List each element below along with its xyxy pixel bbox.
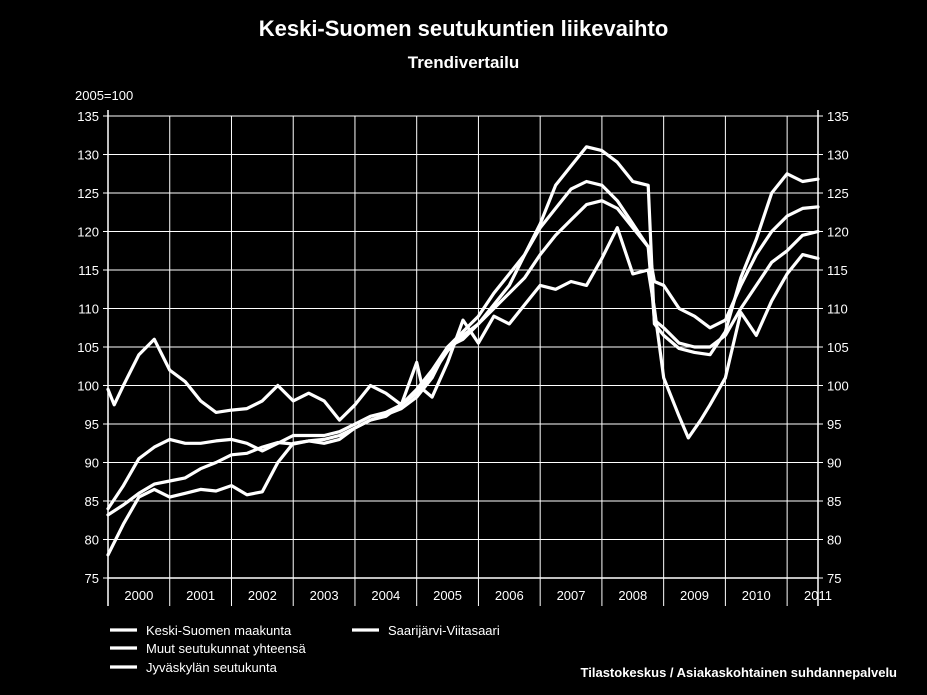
y-tick-label-left: 115 — [78, 263, 99, 278]
x-tick-label: 2000 — [124, 588, 153, 603]
series-line-3 — [106, 145, 820, 557]
y-tick-label-left: 130 — [77, 148, 99, 163]
y-tick-label-right: 100 — [827, 379, 849, 394]
y-tick-label-left: 90 — [85, 456, 99, 471]
y-tick-label-left: 95 — [85, 417, 99, 432]
series-line-2 — [106, 179, 820, 511]
legend-label: Keski-Suomen maakunta — [146, 623, 292, 638]
legend-label: Jyväskylän seutukunta — [146, 660, 278, 675]
x-tick-label: 2001 — [186, 588, 215, 603]
y-tick-label-right: 110 — [827, 302, 848, 317]
y-tick-label-right: 120 — [827, 225, 849, 240]
y-tick-label-right: 115 — [827, 263, 848, 278]
y-tick-label-right: 95 — [827, 417, 841, 432]
y-axis-unit-label: 2005=100 — [75, 88, 133, 103]
y-tick-label-left: 80 — [85, 533, 99, 548]
y-tick-label-right: 90 — [827, 456, 841, 471]
y-tick-label-left: 125 — [77, 186, 99, 201]
y-tick-label-left: 75 — [85, 571, 99, 586]
y-tick-label-right: 75 — [827, 571, 841, 586]
x-tick-label: 2009 — [680, 588, 709, 603]
y-tick-label-right: 135 — [827, 109, 849, 124]
x-tick-label: 2008 — [618, 588, 647, 603]
y-tick-label-right: 130 — [827, 148, 849, 163]
series-layer — [106, 145, 820, 557]
x-tick-label: 2011 — [804, 588, 832, 603]
x-tick-label: 2006 — [495, 588, 524, 603]
y-tick-label-left: 100 — [77, 379, 99, 394]
y-tick-label-right: 105 — [827, 340, 849, 355]
legend: Keski-Suomen maakunta Muut seutukunnat yh… — [110, 623, 500, 675]
series-line-4 — [106, 226, 820, 440]
x-tick-label: 2003 — [310, 588, 339, 603]
x-tick-label: 2010 — [742, 588, 771, 603]
y-tick-label-left: 85 — [85, 494, 99, 509]
y-tick-label-left: 110 — [78, 302, 99, 317]
x-tick-label: 2002 — [248, 588, 277, 603]
source-note: Tilastokeskus / Asiakaskohtainen suhdann… — [580, 665, 897, 680]
y-tick-label-right: 80 — [827, 533, 841, 548]
y-tick-label-left: 135 — [77, 109, 99, 124]
x-tick-label: 2004 — [371, 588, 400, 603]
y-tick-label-right: 85 — [827, 494, 841, 509]
y-tick-label-right: 125 — [827, 186, 849, 201]
y-tick-label-left: 120 — [77, 225, 99, 240]
legend-label: Muut seutukunnat yhteensä — [146, 641, 306, 656]
legend-label: Saarijärvi-Viitasaari — [388, 623, 500, 638]
series-line-1 — [106, 199, 820, 517]
chart-subtitle: Trendivertailu — [407, 53, 520, 72]
x-tick-label: 2007 — [557, 588, 586, 603]
chart-title: Keski-Suomen seutukuntien liikevaihto — [258, 16, 669, 41]
x-tick-label: 2005 — [433, 588, 462, 603]
y-tick-label-left: 105 — [77, 340, 99, 355]
axis-layer: 75 75 80 80 85 85 90 90 95 95 100 100 105 105 110 110 11… — [75, 88, 849, 606]
